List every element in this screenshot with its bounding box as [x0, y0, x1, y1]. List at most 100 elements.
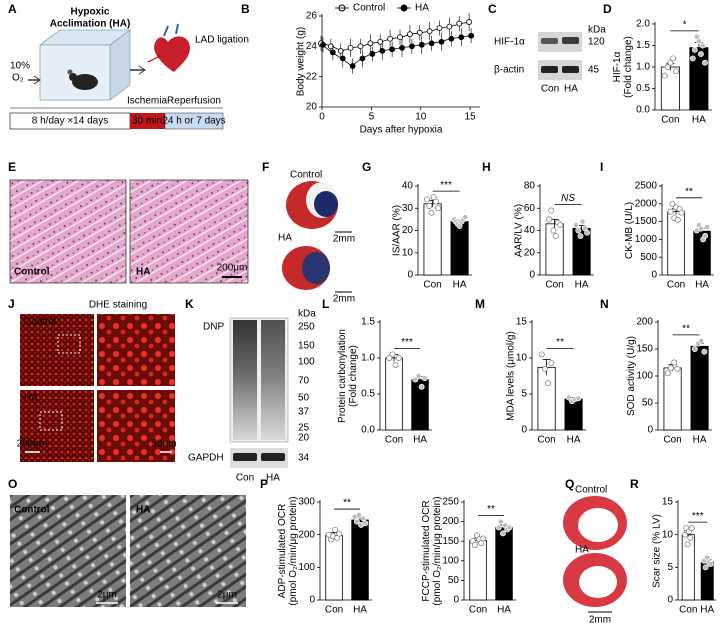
data-point	[386, 355, 393, 361]
x-tick-label: HA	[692, 115, 706, 126]
y-tick-label: 10	[402, 247, 414, 258]
marker-label: 37	[298, 407, 310, 418]
data-point	[359, 55, 366, 62]
scale-label: 2mm	[333, 234, 355, 245]
dhe-image	[20, 314, 94, 386]
data-point	[667, 59, 674, 66]
blot-lane	[261, 320, 285, 440]
data-point	[575, 227, 582, 234]
x-tick-label: 5	[369, 112, 375, 123]
data-point	[397, 34, 403, 41]
band	[562, 66, 579, 73]
data-point	[349, 63, 356, 69]
y-tick-label: 1.5	[361, 317, 375, 328]
data-point	[548, 360, 555, 366]
x-tick-label: HA	[567, 435, 581, 446]
data-point	[506, 524, 513, 531]
data-point	[500, 530, 506, 537]
marker-label: 20	[298, 433, 310, 444]
image-title: DHE staining	[89, 300, 147, 311]
data-point	[471, 542, 478, 549]
significance-label: NS	[561, 193, 575, 204]
bar	[495, 527, 513, 601]
data-point	[412, 376, 419, 383]
y-tick-label: 0.0	[636, 105, 650, 116]
data-point	[573, 221, 579, 228]
data-point	[356, 512, 362, 519]
y-axis-label: Protein carbonylation	[337, 329, 348, 423]
y-axis-label: (Fold change)	[623, 36, 634, 98]
data-point	[691, 346, 698, 352]
data-point	[360, 515, 367, 522]
label: kDa	[298, 309, 316, 320]
marker-label: 70	[298, 376, 310, 387]
panel-letter: G	[362, 160, 371, 174]
data-point	[448, 35, 455, 42]
y-tick-label: 5	[521, 389, 527, 400]
bar	[385, 357, 403, 431]
y-tick-label: 26	[306, 11, 318, 22]
x-tick-label: HA	[413, 435, 427, 446]
y-tick-label: 0	[651, 270, 657, 281]
panel-letter: D	[603, 2, 612, 16]
data-point	[538, 351, 545, 358]
data-point	[436, 25, 443, 32]
x-tick-label: Con	[469, 605, 487, 616]
marker-label: 45	[588, 65, 600, 76]
data-point	[347, 44, 354, 51]
y-tick-label: 2000	[635, 198, 658, 209]
data-point	[468, 32, 475, 39]
legend-label: HA	[415, 3, 429, 14]
y-axis-label: SOD activity (U/g)	[626, 336, 637, 416]
significance-label: *	[683, 20, 687, 31]
marker-label: 25	[298, 423, 310, 434]
data-point	[557, 221, 564, 228]
section-image	[578, 508, 618, 542]
significance-label: ***	[401, 337, 413, 348]
data-point	[418, 383, 425, 390]
marker-label: 150	[298, 341, 315, 352]
data-point	[426, 28, 433, 35]
data-point	[387, 35, 394, 42]
scale-label: 50μm	[151, 439, 176, 450]
significance-label: ***	[440, 180, 452, 191]
data-point	[545, 380, 552, 387]
data-point	[336, 530, 343, 537]
data-point	[480, 535, 487, 542]
y-tick-label: 100	[442, 555, 459, 566]
heart-image	[314, 191, 338, 217]
legend-label: Control	[353, 3, 385, 14]
band	[541, 38, 558, 44]
label: LAD ligation	[195, 35, 249, 46]
band-label: GAPDH	[188, 453, 224, 464]
data-point	[377, 38, 384, 45]
y-tick-label: 0	[529, 270, 535, 281]
lane-label: Con	[541, 84, 559, 95]
data-point	[421, 375, 428, 382]
y-tick-label: 0	[647, 425, 653, 436]
panel-letter: Q	[565, 477, 574, 491]
label: 24 h or 7 days	[162, 116, 225, 127]
y-axis-label: Scar size (% LV)	[651, 514, 662, 588]
y-tick-label: 50	[448, 575, 460, 586]
data-point	[668, 364, 674, 371]
panel-letter: E	[8, 160, 16, 174]
x-tick-label: 15	[465, 112, 477, 123]
data-point	[700, 42, 706, 49]
x-tick-label: Con	[667, 280, 685, 291]
band	[233, 453, 257, 461]
image-label: Control	[14, 505, 50, 516]
data-point	[702, 564, 709, 571]
y-tick-label: 200	[298, 529, 315, 540]
data-point	[339, 55, 346, 62]
x-tick-label: Con	[537, 435, 555, 446]
significance-label: **	[487, 504, 495, 515]
data-point	[399, 44, 405, 51]
data-point	[389, 46, 396, 53]
data-point	[546, 216, 552, 223]
y-tick-label: 15	[662, 497, 674, 508]
data-point	[408, 43, 415, 50]
y-tick-label: 2500	[635, 181, 658, 192]
data-point	[698, 337, 705, 344]
